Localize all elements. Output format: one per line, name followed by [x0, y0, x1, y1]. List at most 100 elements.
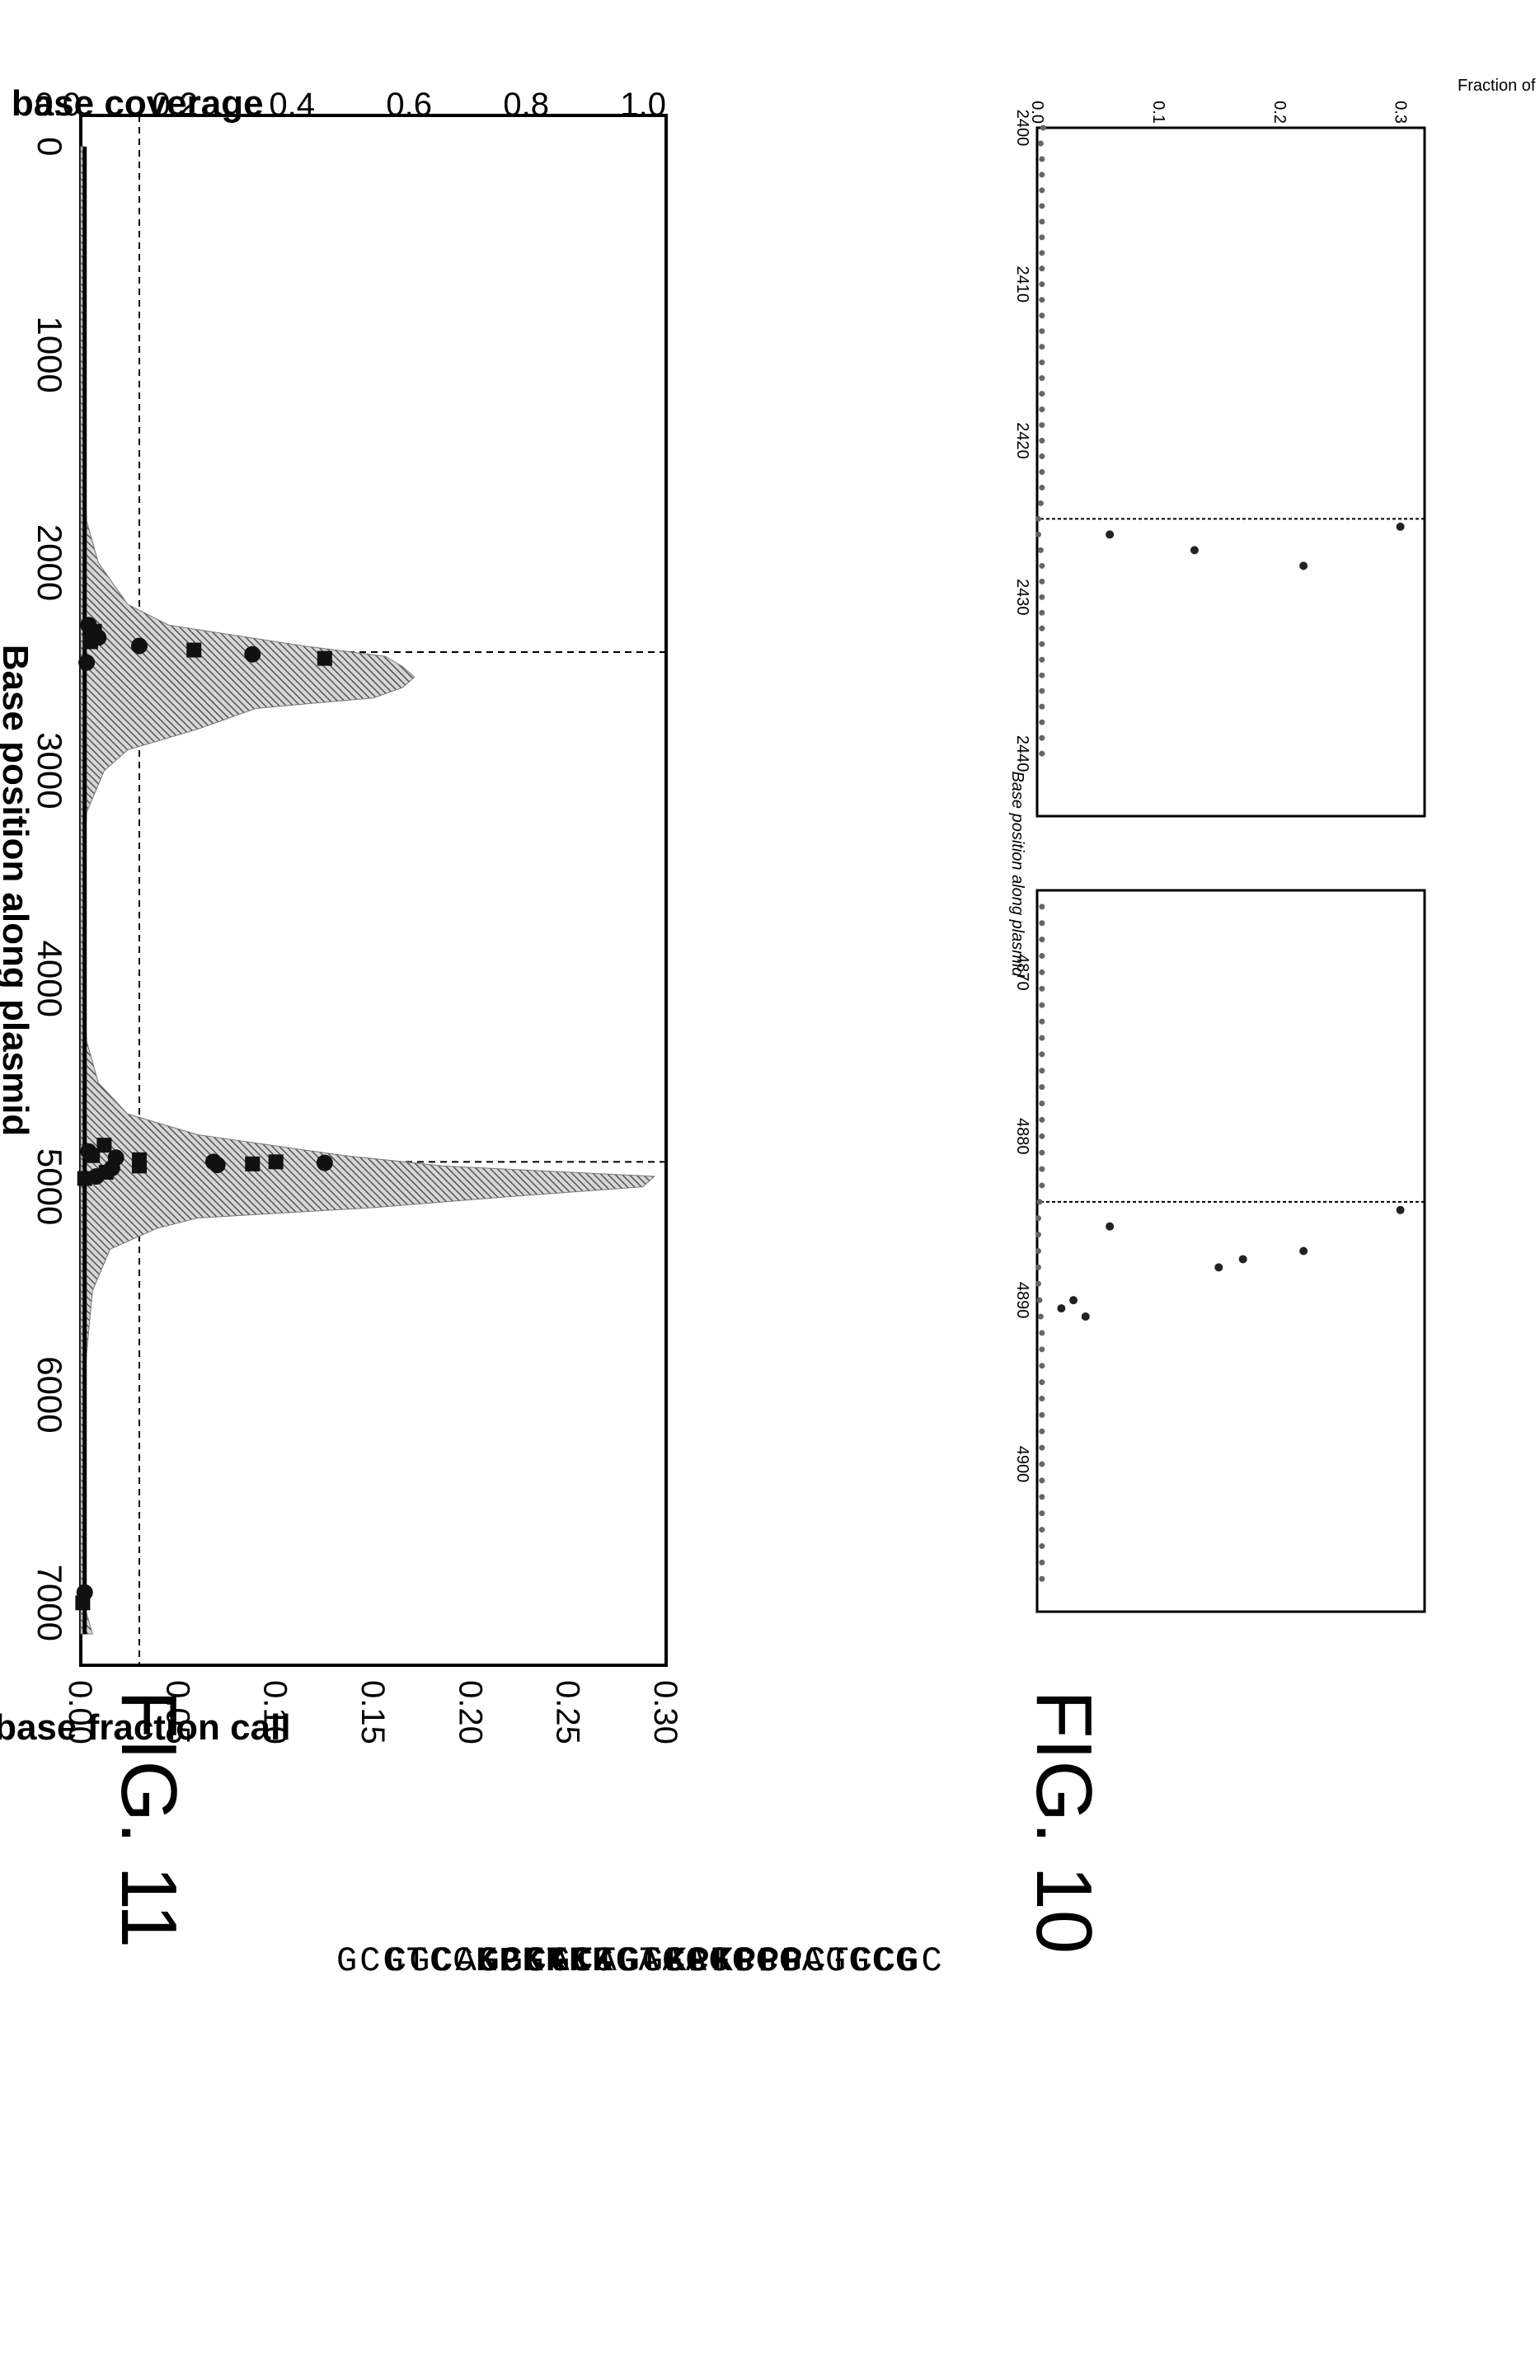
fig11-y2tick-label: 0.30 [647, 1680, 683, 1744]
fig10-data-point [1039, 719, 1045, 725]
fig10-data-point [1039, 234, 1045, 241]
fig10-xlabel: Base position along plasmid [1008, 771, 1026, 977]
fig10-data-point [1035, 1248, 1041, 1254]
fig10-xtick-label: 2440 [1013, 735, 1031, 772]
fig10-data-point [1039, 281, 1045, 288]
fig10-data-point [1039, 1002, 1045, 1008]
sequence-segment: CGCAGG [526, 1941, 665, 1981]
fig11-call-point [132, 1158, 147, 1174]
fig10-data-point [1039, 1395, 1045, 1401]
fig10-data-point [1039, 1116, 1045, 1123]
fig11-call-point [317, 650, 332, 666]
fig11-xtick-label: 0 [31, 137, 69, 156]
fig10-xtick-label: 4870 [1013, 954, 1031, 991]
fig11-xtick-label: 7000 [31, 1565, 69, 1641]
fig10-data-point [1039, 735, 1045, 741]
fig11-y2tick-label: 0.05 [159, 1680, 195, 1744]
fig10-data-point [1039, 375, 1045, 382]
fig11-xtick-label: 5000 [31, 1148, 69, 1225]
fig10-data-point [1039, 422, 1045, 429]
fig10-data-point [1039, 1018, 1045, 1025]
fig10-data-point [1190, 546, 1199, 555]
fig10-data-point [1039, 1363, 1045, 1369]
fig11-chart: Normalized base coverage 0.00.20.40.60.8… [0, 83, 683, 1748]
fig10-data-point [1039, 171, 1045, 178]
fig10-data-point [1039, 438, 1045, 444]
fig10-data-point [1039, 453, 1045, 460]
fig11-ytick-label: 0.8 [503, 87, 549, 123]
fig11-call-point [131, 637, 148, 655]
fig11-call-point [77, 1171, 92, 1186]
sequence-block: CGCAGGKPKPPPCTCCGCGCGTCCGTAAGGGGAGGCGCGC… [336, 1941, 945, 1981]
fig10-ytick-label: 0.0 [1028, 101, 1046, 124]
fig10-xtick-label: 2430 [1013, 579, 1031, 616]
sequence-highlight: KPKPPP [665, 1941, 805, 1981]
fig10-data-point [1396, 522, 1405, 531]
fig10-data-point [1035, 1215, 1041, 1222]
fig10-xtick-label: 4880 [1013, 1118, 1031, 1155]
fig10-data-point [1299, 561, 1308, 570]
fig10-data-point [1039, 1444, 1045, 1451]
fig10-data-point [1039, 1411, 1045, 1418]
fig10-data-point [1039, 1133, 1045, 1139]
fig10-data-point [1036, 1199, 1043, 1205]
fig10-ylabel: Fraction of unexpected base [1458, 77, 1540, 95]
fig11-xtick-label: 2000 [31, 524, 69, 601]
sequence-row: GCGTCCKPKKKKGAGGCG [336, 1941, 755, 1981]
sequence-segment: GAGGCG [615, 1941, 754, 1981]
fig11-y2tick-label: 0.10 [257, 1680, 293, 1744]
fig10-data-point [1039, 203, 1045, 209]
fig11-call-point [87, 1167, 105, 1185]
fig10-data-point [1039, 1084, 1045, 1091]
fig10-data-point [1039, 1166, 1045, 1172]
fig11-ytick-label: 0.2 [152, 87, 198, 123]
fig10-data-point [1039, 187, 1045, 194]
fig11-call-point [75, 1595, 91, 1611]
fig11-call-point [244, 645, 261, 663]
fig10-data-point [1039, 688, 1045, 694]
fig11-y2tick-labels: 0.00 0.05 0.10 0.15 0.20 0.25 0.30 [62, 1680, 683, 1744]
fig10-panel-frame [1035, 126, 1426, 818]
fig10-panel-frame [1035, 889, 1426, 1613]
fig10-data-point [1039, 1575, 1045, 1582]
fig10-data-point [1057, 1304, 1066, 1313]
fig11-call-point [96, 1138, 112, 1153]
fig11-ytick-label: 0.4 [269, 87, 315, 123]
fig11-ytick-label: 0.0 [35, 87, 81, 123]
sequence-segment: CTCCGC [805, 1941, 944, 1981]
fig10-data-point [1299, 1246, 1308, 1256]
fig11-xtick-label: 6000 [31, 1356, 69, 1433]
fig10-panel-left: 2400 2410 2420 2430 2440 [1013, 110, 1426, 818]
fig10-data-point [1039, 904, 1045, 910]
fig11-y2tick-label: 0.15 [354, 1680, 391, 1744]
fig10-data-point [1036, 1297, 1043, 1303]
fig11-xtick-labels: 0 1000 2000 3000 4000 5000 6000 7000 [31, 137, 69, 1641]
fig10-data-point [1039, 953, 1045, 960]
fig10-data-point [1039, 250, 1045, 256]
fig10-chart: Fraction of unexpected base 0.0 0.1 0.2 0.3… [1008, 77, 1540, 1613]
fig10-data-point [1040, 124, 1046, 131]
fig10-data-point [1039, 1149, 1045, 1156]
fig11-coverage-area [80, 146, 656, 1635]
fig10-data-point [1039, 703, 1045, 710]
fig10-data-point [1069, 1296, 1078, 1305]
fig11-xtick-label: 1000 [31, 316, 69, 392]
fig10-data-point [1035, 515, 1041, 522]
sequence-highlight: KPKKKK [476, 1941, 615, 1981]
fig10-data-point [1106, 530, 1115, 539]
fig11-call-point [78, 654, 96, 671]
fig10-ytick-labels: 0.0 0.1 0.2 0.3 [1028, 101, 1410, 124]
fig10-data-point [1039, 1542, 1045, 1549]
fig11-call-point [268, 1154, 284, 1170]
fig10-data-point [1039, 1477, 1045, 1484]
fig10-xtick-label: 2410 [1013, 266, 1031, 303]
fig10-data-point [1039, 218, 1045, 225]
fig10-data-point [1039, 1101, 1045, 1107]
sequence-row: CGCAGGKPKPPPCTCCGC [526, 1941, 945, 1981]
fig11-label: FIG. 11 [105, 1690, 193, 1948]
fig11-call-point [209, 1157, 226, 1174]
sequence-segment: GCGTCCGTAAGGGGAGGCG [477, 1941, 918, 1981]
fig10-data-point [1039, 1461, 1045, 1467]
fig11-xtick-label: 4000 [31, 941, 69, 1017]
